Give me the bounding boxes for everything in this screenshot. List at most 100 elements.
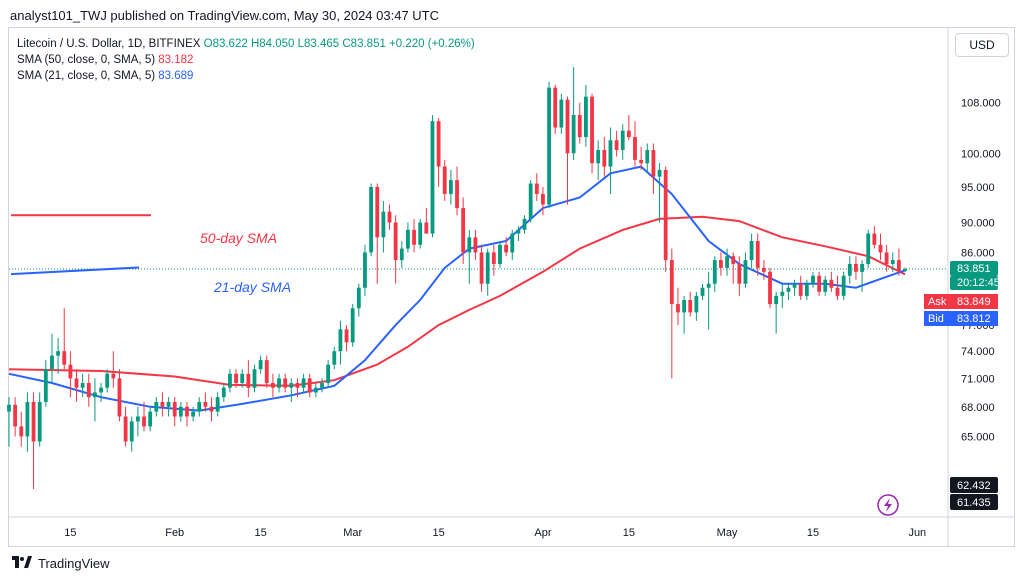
candle xyxy=(185,401,189,427)
currency-button[interactable]: USD xyxy=(955,33,1009,57)
candle xyxy=(804,279,809,300)
candle-body xyxy=(669,260,674,305)
footer-brand[interactable]: TradingView xyxy=(38,555,110,571)
candle xyxy=(847,256,852,284)
candle xyxy=(700,283,705,300)
candle xyxy=(706,271,711,330)
bid-tag-label: Bid xyxy=(928,313,944,325)
candle-body xyxy=(197,401,202,412)
sma21-legend-label[interactable]: SMA (21, close, 0, SMA, 5) xyxy=(17,70,156,82)
candle xyxy=(350,304,355,347)
candle xyxy=(583,84,588,147)
candle xyxy=(160,392,165,417)
candle-body xyxy=(369,186,374,253)
candle-body xyxy=(283,378,288,388)
candle-body xyxy=(442,166,447,194)
candle-body xyxy=(860,263,864,272)
candle xyxy=(332,346,337,370)
candle-body xyxy=(467,237,472,253)
candle xyxy=(406,222,410,253)
candle-body xyxy=(338,329,343,352)
tradingview-logo-icon[interactable] xyxy=(12,555,32,571)
candle-body xyxy=(553,87,558,128)
symbol-label[interactable]: Litecoin / U.S. Dollar, 1D, BITFINEX xyxy=(17,38,201,50)
candle xyxy=(111,351,116,388)
candle-body xyxy=(541,193,545,205)
x-tick-label: May xyxy=(717,527,738,539)
sma50-legend-label[interactable]: SMA (50, close, 0, SMA, 5) xyxy=(17,54,156,66)
y-tick-label: 108.000 xyxy=(961,98,1001,110)
candle xyxy=(369,183,374,257)
sma50-line xyxy=(8,215,906,387)
candle-body xyxy=(37,401,42,442)
low-tag-2-text: 61.435 xyxy=(957,497,991,509)
candle xyxy=(829,271,834,292)
candle-body xyxy=(651,150,656,177)
candle xyxy=(172,397,177,427)
candle xyxy=(541,186,545,216)
candle-body xyxy=(56,351,61,356)
candle-body xyxy=(7,404,11,412)
candle xyxy=(344,325,349,352)
candle-body xyxy=(25,401,30,437)
candle xyxy=(602,137,607,177)
candle-body xyxy=(301,378,306,388)
candle xyxy=(559,93,564,134)
candle xyxy=(577,102,582,144)
candle xyxy=(596,140,601,181)
candle-body xyxy=(154,401,159,412)
candle xyxy=(154,397,159,417)
candle-body xyxy=(823,279,828,292)
low-tag-1-bg xyxy=(950,477,998,493)
candle-body xyxy=(31,401,36,442)
x-tick-label: 15 xyxy=(255,527,267,539)
candle-body xyxy=(811,275,815,284)
candle-body xyxy=(491,252,496,264)
candle xyxy=(890,252,895,272)
last-price-tag-bg xyxy=(950,261,998,277)
ask-tag-label-bg xyxy=(924,294,950,309)
candle-body xyxy=(326,364,331,384)
candle-body xyxy=(602,150,607,167)
candle-body xyxy=(829,279,834,288)
candle-body xyxy=(559,99,564,128)
candle-body xyxy=(737,263,742,284)
candle xyxy=(31,392,36,490)
candle xyxy=(504,237,509,257)
candle xyxy=(461,197,466,264)
candle xyxy=(823,275,828,296)
y-tick-label: 90.000 xyxy=(961,218,995,230)
candle xyxy=(719,252,723,276)
candle-body xyxy=(485,252,490,284)
candle-body xyxy=(123,416,128,442)
candle xyxy=(485,248,490,296)
candle-body xyxy=(571,114,576,154)
candle xyxy=(209,397,214,422)
x-tick-label: 15 xyxy=(807,527,819,539)
candle xyxy=(479,244,484,292)
candle xyxy=(258,355,263,374)
candle-body xyxy=(166,401,171,407)
candle xyxy=(387,204,392,230)
candle-body xyxy=(712,260,717,284)
candle-body xyxy=(62,351,67,365)
x-tick-label: 15 xyxy=(64,527,76,539)
candle-body xyxy=(590,96,594,164)
chart-frame xyxy=(8,27,1015,547)
candle xyxy=(117,369,122,422)
candle xyxy=(252,364,257,393)
y-tick-label: 100.000 xyxy=(961,148,1001,160)
candle-body xyxy=(117,378,122,417)
candle xyxy=(749,233,754,268)
candle-body xyxy=(896,260,901,272)
candle-body xyxy=(682,299,687,313)
last-price-tag-text: 83.851 xyxy=(957,263,991,275)
candle xyxy=(651,143,656,194)
candle xyxy=(93,378,97,422)
candle-body xyxy=(841,275,846,296)
candle-body xyxy=(74,378,79,388)
candle xyxy=(903,267,907,273)
candle xyxy=(178,401,183,422)
x-tick-label: 15 xyxy=(623,527,635,539)
